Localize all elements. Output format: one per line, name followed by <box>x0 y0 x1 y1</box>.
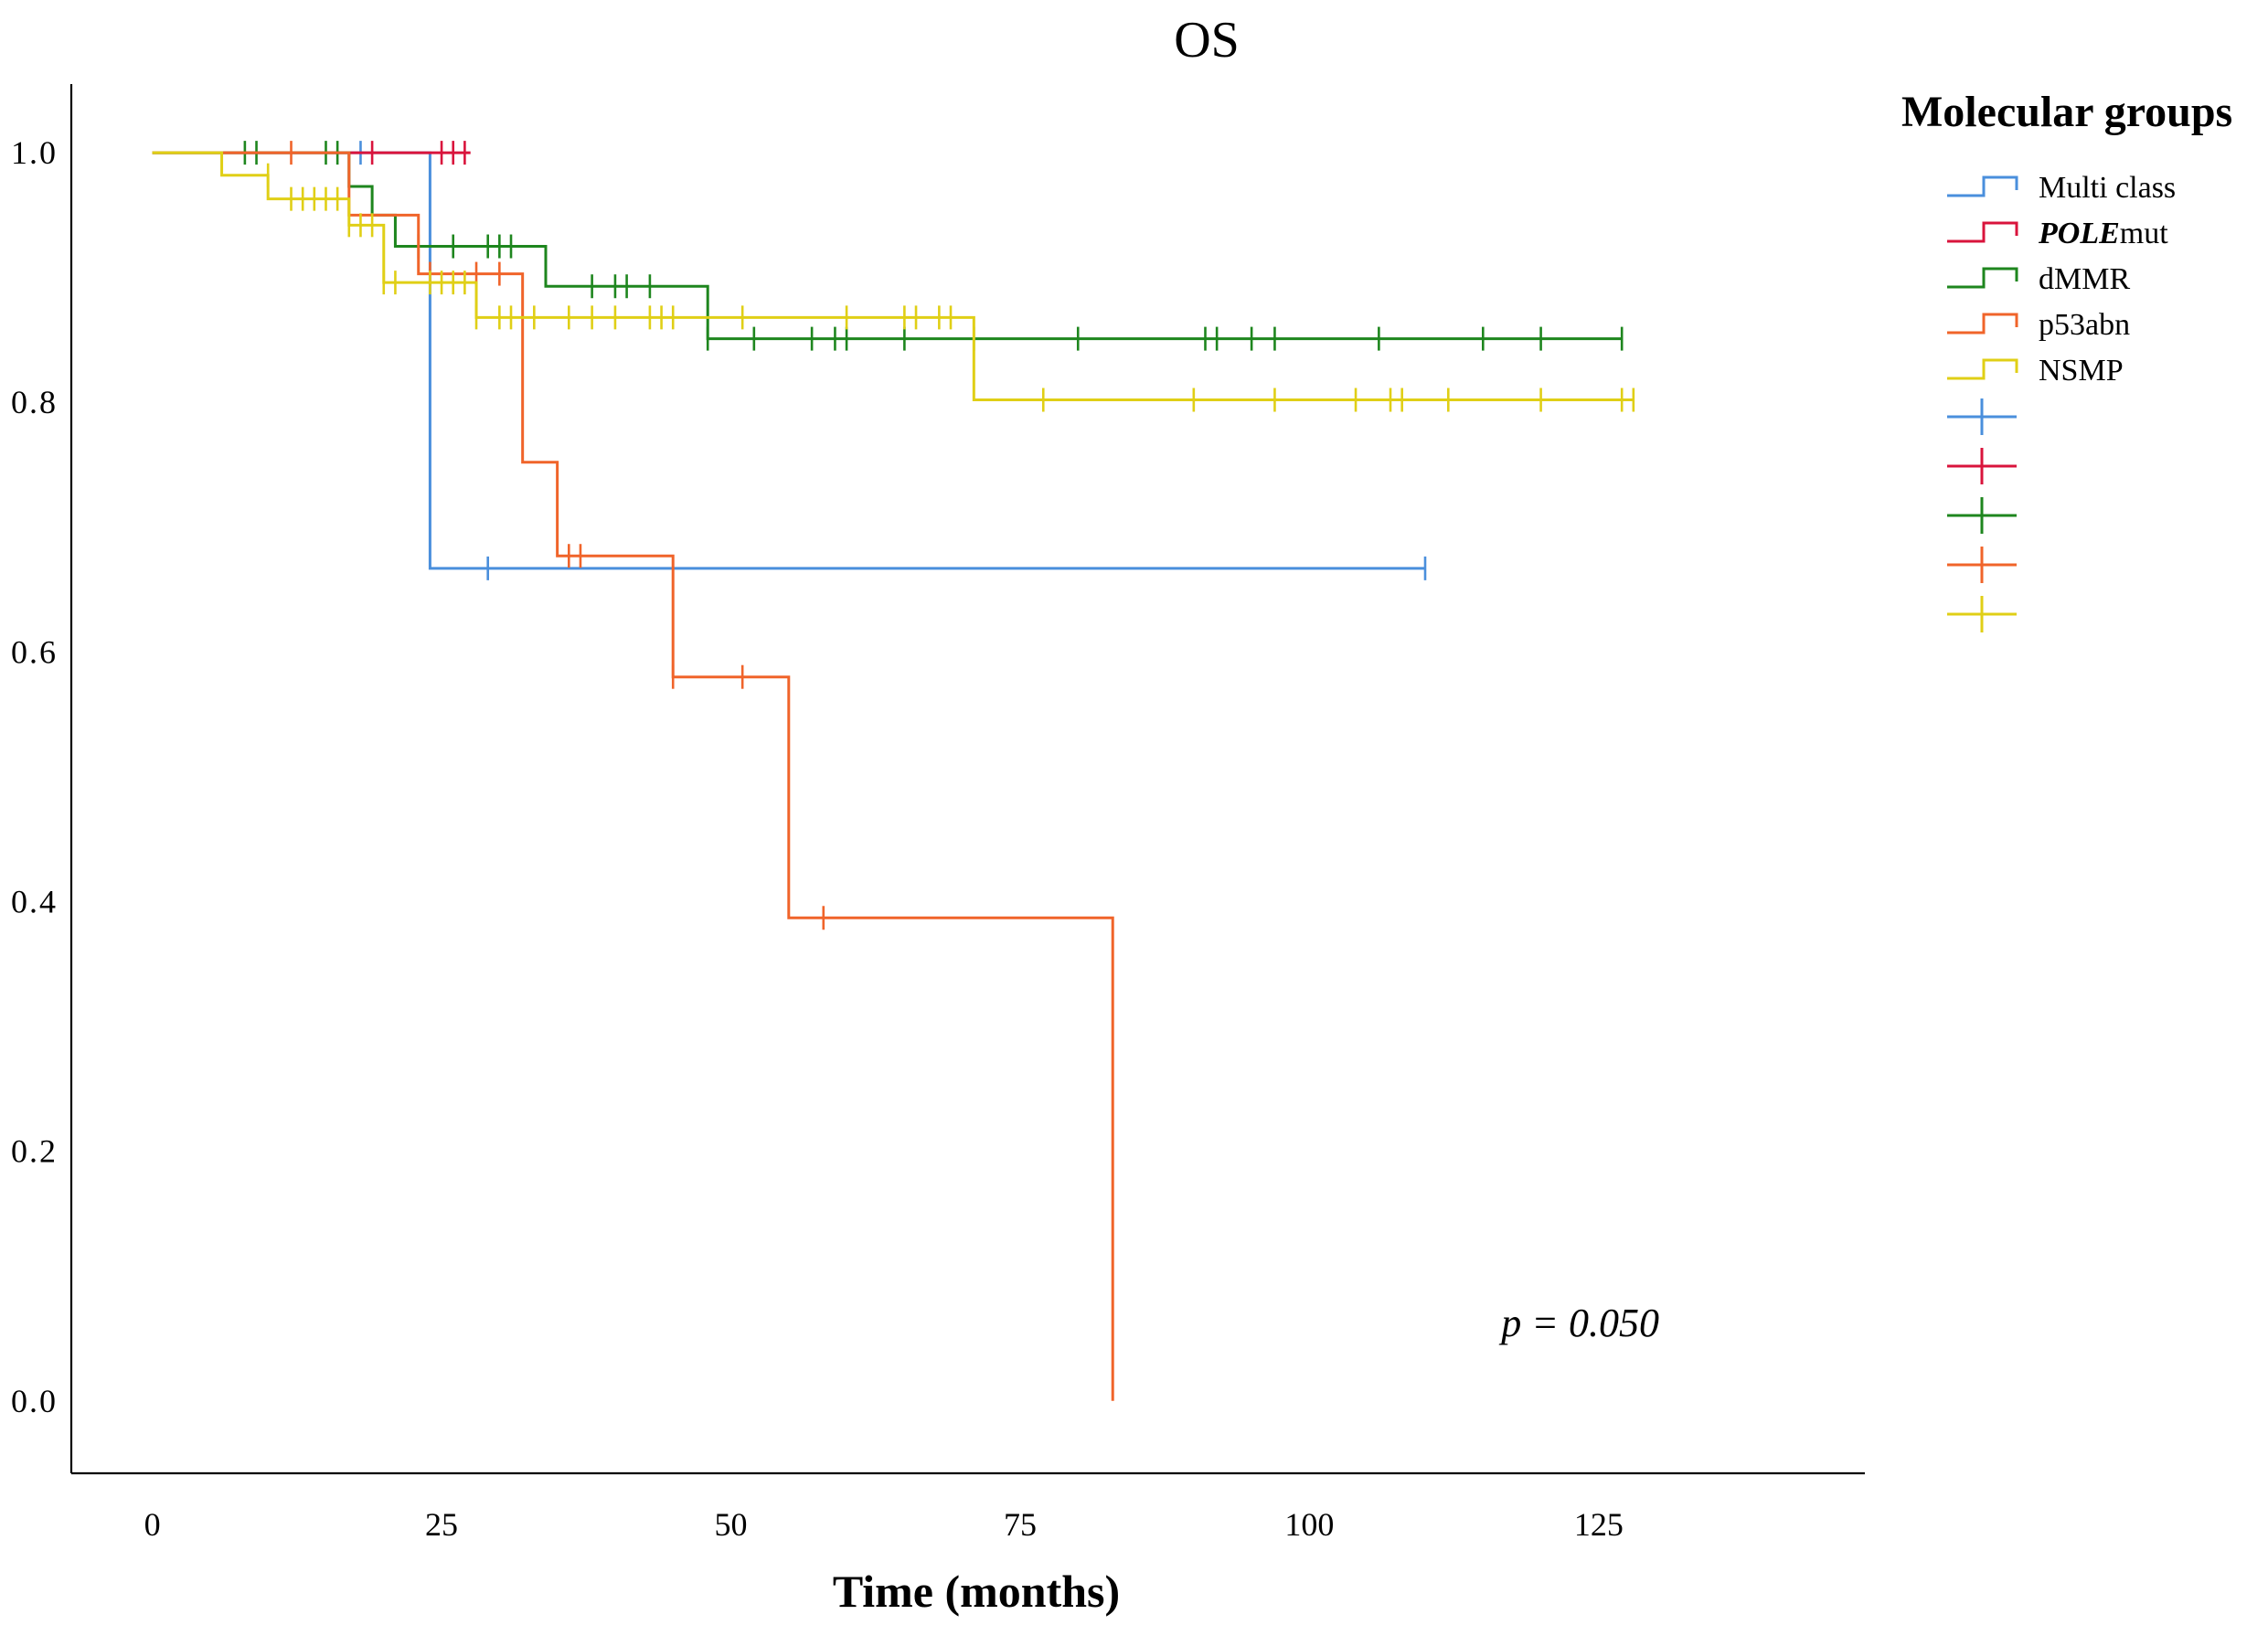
legend-label-prefix: Multi class <box>2039 171 2176 205</box>
legend-entry: dMMR <box>1947 262 2130 296</box>
survival-curve-multi-class <box>152 151 1425 570</box>
y-tick-label: 0.4 <box>11 884 58 920</box>
legend-title: Molecular groups <box>1901 88 2232 136</box>
legend-entry: NSMP <box>1947 354 2124 388</box>
series-nsmp <box>152 151 1635 412</box>
legend-swatch <box>1947 267 2018 289</box>
y-tick-label: 0.2 <box>11 1133 58 1170</box>
legend-label-prefix: p53abn <box>2039 308 2130 342</box>
legend-entry: Multi class <box>1947 171 2176 205</box>
legend-label-suffix: mut <box>2120 217 2168 250</box>
x-tick-label: 0 <box>144 1506 161 1543</box>
legend-censor-entry <box>1947 448 2017 484</box>
legend-entry: p53abn <box>1947 308 2130 342</box>
legend-censor-entry <box>1947 497 2017 534</box>
legend-label: p53abn <box>2039 308 2130 342</box>
legend-censor-entry <box>1947 398 2017 435</box>
p-value-annotation: p = 0.050 <box>1498 1301 1659 1345</box>
legend-swatch <box>1947 175 2018 197</box>
legend: Molecular groups Multi class POLEmut dMMR p… <box>1901 88 2232 632</box>
legend-label-prefix: POLE <box>2038 217 2120 250</box>
legend-label: dMMR <box>2039 262 2130 296</box>
series-layer <box>152 141 1635 1401</box>
legend-label-prefix: dMMR <box>2039 262 2130 296</box>
survival-curve-dmmr <box>152 151 1623 341</box>
series-multi-class <box>152 141 1427 580</box>
axes-layer: 0 25 50 75 100 125 0.0 0.2 0.4 0.6 0.8 1.0 <box>11 84 1865 1543</box>
y-tick-label: 0.6 <box>11 633 58 670</box>
legend-censor-entry <box>1947 547 2017 583</box>
legend-swatch <box>1947 358 2018 380</box>
series-p53abn <box>152 141 1114 1401</box>
y-tick-label: 1.0 <box>11 134 58 171</box>
text-layer: OS Time (months) p = 0.050 <box>833 12 1659 1617</box>
x-axis-label: Time (months) <box>833 1566 1120 1617</box>
x-tick-label: 25 <box>425 1506 458 1543</box>
legend-swatch <box>1947 313 2018 335</box>
legend-entry: POLEmut <box>1947 217 2168 250</box>
legend-swatch <box>1947 221 2018 243</box>
x-tick-label: 50 <box>715 1506 748 1543</box>
legend-label-prefix: NSMP <box>2039 354 2124 388</box>
legend-censor-entry <box>1947 596 2017 632</box>
x-tick-label: 75 <box>1004 1506 1037 1543</box>
x-tick-label: 125 <box>1574 1506 1624 1543</box>
y-tick-label: 0.8 <box>11 384 58 420</box>
series-dmmr <box>152 141 1624 351</box>
survival-curve-nsmp <box>152 151 1634 402</box>
chart-title: OS <box>1174 12 1240 69</box>
y-tick-label: 0.0 <box>11 1383 58 1419</box>
x-tick-label: 100 <box>1284 1506 1334 1543</box>
legend-label: Multi class <box>2039 171 2176 205</box>
legend-label: NSMP <box>2039 354 2124 388</box>
legend-label: POLEmut <box>2038 217 2168 250</box>
